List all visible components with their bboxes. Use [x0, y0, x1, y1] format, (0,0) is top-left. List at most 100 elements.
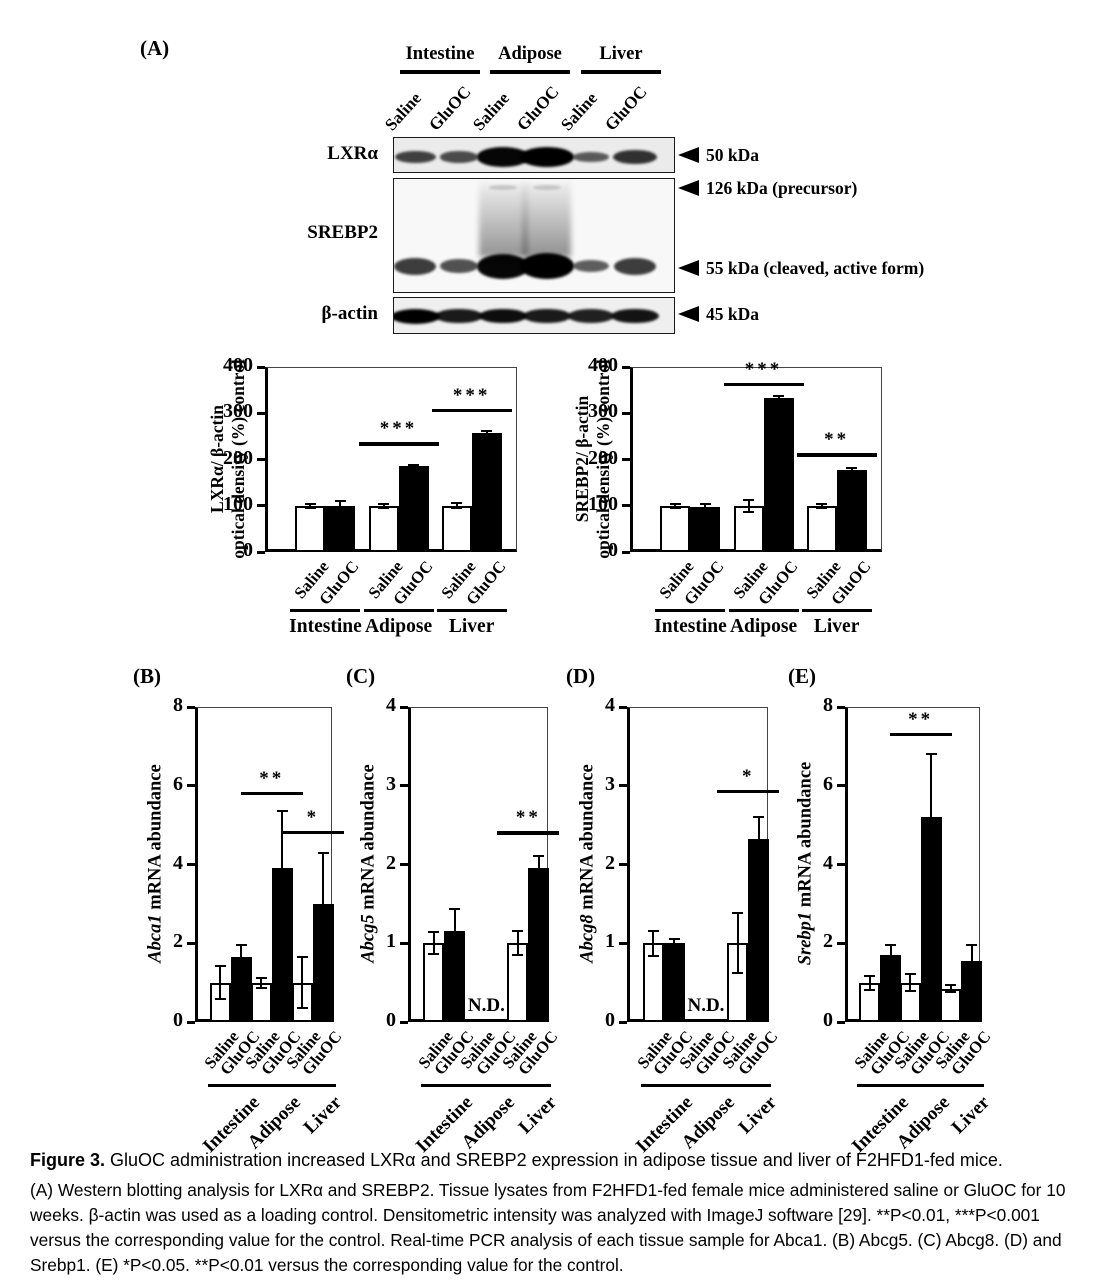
error-bar	[301, 982, 304, 1009]
panel-e-label: (E)	[788, 664, 816, 688]
bar-gluoc	[312, 903, 334, 1022]
bar-saline	[806, 505, 837, 552]
bar-gluoc	[444, 931, 466, 1022]
blot-tissue-header: Liver	[599, 44, 643, 64]
marker-label-45kda: 45 kDa	[706, 304, 759, 324]
y-axis-label: Abcg8 mRNA abundance	[577, 763, 598, 963]
error-cap	[732, 912, 744, 915]
y-tick-label: 2	[823, 930, 833, 953]
blot-band	[476, 147, 530, 167]
y-tick-mark	[257, 458, 265, 461]
bar-saline	[733, 505, 764, 552]
gene-name: Abca1	[145, 913, 166, 963]
error-bar	[949, 985, 952, 989]
y-tick-label: 8	[823, 694, 833, 716]
error-bar	[704, 504, 707, 508]
error-cap	[428, 953, 440, 956]
error-bar	[322, 853, 325, 904]
sig-line	[889, 732, 952, 736]
bar-gluoc	[880, 955, 902, 1022]
gene-name: Abcg8	[577, 913, 598, 963]
bar-gluoc	[528, 868, 550, 1022]
y-tick-label: 2	[605, 851, 615, 874]
sig-line	[497, 831, 560, 835]
sig-line	[723, 383, 804, 387]
sig-stars: **	[824, 429, 850, 451]
error-cap	[816, 506, 828, 509]
y-tick-label: 400	[223, 354, 253, 376]
y-tick-label: 0	[173, 1009, 183, 1031]
y-axis-label-line1: LXRα/ β-actin	[207, 404, 227, 513]
error-cap	[378, 502, 390, 505]
blot-band	[573, 152, 609, 162]
error-bar	[909, 982, 912, 992]
blot-tissue-underline	[400, 70, 480, 74]
nd-label: N.D.	[467, 995, 505, 1016]
error-bar	[949, 988, 952, 992]
tissue-label: Adipose	[729, 616, 798, 637]
bar-gluoc	[690, 507, 721, 552]
error-bar	[652, 930, 655, 944]
error-cap	[864, 974, 876, 977]
y-tick-label: 2	[173, 930, 183, 953]
y-tick-label: 100	[588, 492, 618, 515]
error-cap	[214, 998, 226, 1001]
y-tick-label: 0	[605, 1009, 615, 1031]
figure-caption: Figure 3. GluOC administration increased…	[30, 1150, 1082, 1278]
error-bar	[240, 945, 243, 958]
tissue-underline	[857, 1084, 904, 1088]
y-tick-mark	[619, 863, 627, 866]
y-tick-label: 1	[605, 930, 615, 953]
error-cap	[925, 753, 937, 756]
error-cap	[255, 986, 267, 989]
sig-stars: ***	[379, 418, 418, 440]
sig-stars: ***	[744, 359, 783, 381]
sig-stars: **	[515, 807, 541, 829]
error-cap	[885, 944, 897, 947]
blot-band	[573, 260, 609, 272]
error-cap	[512, 954, 524, 957]
y-axis-label: LXRα/ β-actin optical density (%) control	[207, 309, 249, 609]
error-cap	[743, 510, 755, 513]
error-cap	[669, 502, 681, 505]
blot-band	[394, 308, 440, 324]
marker-arrow-icon	[678, 180, 699, 196]
bar-gluoc	[271, 868, 293, 1022]
blot-band	[394, 150, 436, 164]
blot-band	[520, 253, 574, 279]
y-tick-mark	[837, 705, 845, 709]
error-cap	[378, 506, 390, 509]
error-bar	[673, 939, 676, 944]
tissue-label: Intestine	[289, 616, 362, 637]
y-tick-label: 6	[173, 772, 183, 795]
error-cap	[214, 965, 226, 968]
tissue-underline	[289, 1084, 336, 1088]
error-bar	[868, 982, 871, 990]
error-cap	[304, 506, 316, 509]
y-tick-mark	[619, 941, 627, 945]
caption-title: Figure 3. GluOC administration increased…	[30, 1150, 1082, 1171]
error-cap	[451, 507, 463, 510]
error-bar	[455, 503, 458, 506]
error-cap	[904, 972, 916, 975]
blot-band	[611, 308, 659, 324]
tissue-underline	[801, 609, 872, 613]
y-tick-mark	[622, 365, 630, 369]
y-tick-mark	[187, 784, 195, 788]
error-cap	[408, 463, 420, 466]
error-cap	[846, 466, 858, 469]
sig-line	[431, 408, 512, 412]
error-cap	[276, 810, 288, 813]
bar-saline	[295, 505, 326, 552]
error-cap	[255, 976, 267, 979]
bar-gluoc	[325, 505, 356, 552]
gene-name: Srebp1	[795, 911, 816, 965]
y-tick-label: 0	[608, 539, 618, 561]
error-bar	[747, 499, 750, 506]
blot-band	[439, 151, 479, 163]
y-tick-mark	[400, 705, 408, 709]
blot-band	[523, 308, 571, 324]
bar-gluoc	[471, 433, 502, 552]
y-tick-mark	[400, 941, 408, 945]
blot-band	[478, 308, 528, 324]
